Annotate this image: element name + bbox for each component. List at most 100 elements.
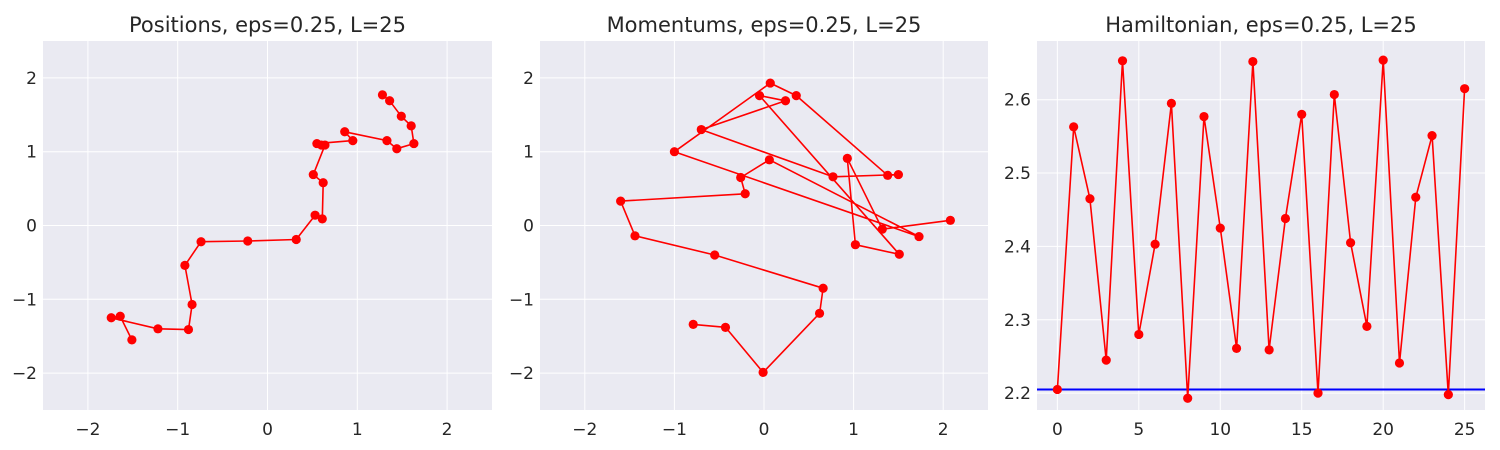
data-point (850, 240, 860, 250)
x-tick-label: 20 (1372, 420, 1394, 440)
data-point (1117, 56, 1128, 66)
data-point (1427, 131, 1437, 141)
data-point (765, 78, 775, 88)
data-point (1069, 122, 1079, 132)
positions-plot: −2 −1 0 1 2 −2 −1 0 1 2 Positions, eps=0.25, L=25 (12, 13, 492, 440)
data-point (1362, 321, 1372, 331)
x-tick-label: −1 (165, 420, 190, 440)
data-point (791, 91, 801, 101)
y-tick-label: 0 (523, 217, 534, 237)
data-point (385, 96, 395, 106)
data-point (893, 169, 904, 180)
data-point (894, 249, 904, 259)
data-point (842, 153, 852, 163)
data-point (291, 234, 301, 245)
data-point (317, 214, 327, 224)
data-point (312, 138, 322, 149)
hamiltonian-plot: 0 5 10 15 20 25 2.2 2.3 2.4 2.5 2.6 Hamiltonian, ep… (1004, 13, 1485, 440)
data-point (669, 147, 680, 157)
y-tick-label: 2.3 (1004, 311, 1031, 331)
data-point (1248, 56, 1258, 67)
data-point (187, 299, 197, 310)
y-tick-label: 1 (523, 143, 534, 163)
data-point (406, 121, 416, 131)
y-tick-label: −1 (509, 290, 534, 310)
data-point (382, 136, 392, 146)
x-tick-label: 1 (848, 420, 859, 440)
y-tick-label: 0 (26, 217, 37, 237)
data-point (318, 178, 328, 188)
data-point (396, 111, 406, 121)
data-point (1280, 213, 1291, 224)
momentums-plot: −2 −1 0 1 2 −2 −1 0 1 2 Momentums, eps=0.25, L=25 (509, 13, 988, 440)
data-point (1134, 329, 1144, 340)
data-point (377, 90, 388, 100)
data-point (736, 172, 746, 183)
data-point (1052, 384, 1062, 395)
y-tick-label: 2.4 (1004, 237, 1031, 257)
data-point (308, 169, 318, 180)
x-tick-label: 0 (262, 420, 273, 440)
x-tick-label: −2 (75, 420, 100, 440)
y-tick-label: 2.5 (1004, 164, 1031, 184)
plot-title: Momentums, eps=0.25, L=25 (607, 13, 922, 37)
data-point (1411, 192, 1421, 202)
x-tick-label: −1 (662, 420, 687, 440)
data-point (153, 324, 163, 334)
data-point (780, 96, 791, 106)
x-tick-label: 0 (759, 420, 770, 440)
data-point (814, 308, 825, 318)
data-point (106, 313, 116, 323)
data-point (877, 224, 887, 234)
data-point (818, 283, 828, 293)
y-tick-label: 2 (26, 69, 37, 89)
x-tick-label: 15 (1291, 420, 1313, 440)
data-point (1378, 55, 1388, 65)
data-point (740, 189, 750, 199)
y-tick-label: −2 (509, 364, 534, 384)
data-point (688, 319, 698, 329)
data-point (1297, 109, 1307, 119)
data-point (710, 250, 720, 260)
x-tick-label: 10 (1209, 420, 1231, 440)
data-point (1313, 388, 1323, 398)
y-tick-label: −2 (12, 364, 37, 384)
data-point (758, 367, 768, 377)
data-point (180, 260, 190, 270)
plot-title: Hamiltonian, eps=0.25, L=25 (1105, 13, 1416, 37)
data-point (1329, 89, 1339, 100)
y-tick-label: −1 (12, 290, 37, 310)
data-point (409, 138, 419, 149)
data-point (754, 91, 765, 101)
data-point (1264, 345, 1274, 355)
data-point (883, 170, 893, 180)
x-tick-label: 25 (1454, 420, 1476, 440)
data-point (1166, 98, 1176, 108)
data-point (1215, 223, 1225, 233)
y-tick-label: 1 (26, 143, 37, 163)
data-point (348, 136, 358, 146)
data-point (115, 311, 125, 321)
data-point (764, 155, 774, 165)
y-tick-label: 2.6 (1004, 91, 1031, 111)
data-point (340, 127, 350, 137)
data-point (1101, 355, 1111, 365)
data-point (196, 237, 206, 247)
plot-area (1037, 41, 1485, 410)
data-point (183, 324, 194, 335)
series-line (1056, 59, 1466, 400)
y-tick-label: 2.2 (1004, 384, 1031, 404)
data-point (1231, 343, 1242, 353)
data-point (243, 236, 253, 246)
data-point (392, 144, 402, 154)
data-point (630, 231, 640, 241)
y-tick-label: 2 (523, 69, 534, 89)
data-point (828, 172, 838, 182)
data-point (616, 196, 626, 206)
x-tick-label: 2 (938, 420, 949, 440)
x-tick-label: 1 (352, 420, 363, 440)
plot-title: Positions, eps=0.25, L=25 (129, 13, 406, 37)
data-point (127, 335, 137, 345)
x-tick-label: 5 (1133, 420, 1144, 440)
